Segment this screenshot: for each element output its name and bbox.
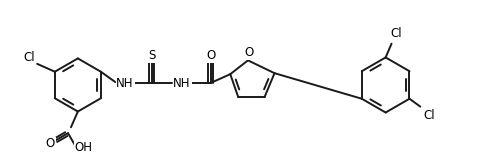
Text: NH: NH xyxy=(116,76,134,90)
Text: O: O xyxy=(46,137,55,150)
Text: S: S xyxy=(148,49,155,62)
Text: NH: NH xyxy=(173,76,191,90)
Text: OH: OH xyxy=(75,141,93,153)
Text: O: O xyxy=(206,49,215,62)
Text: Cl: Cl xyxy=(423,109,435,122)
Text: Cl: Cl xyxy=(24,51,35,64)
Text: Cl: Cl xyxy=(391,27,402,40)
Text: O: O xyxy=(245,46,253,59)
